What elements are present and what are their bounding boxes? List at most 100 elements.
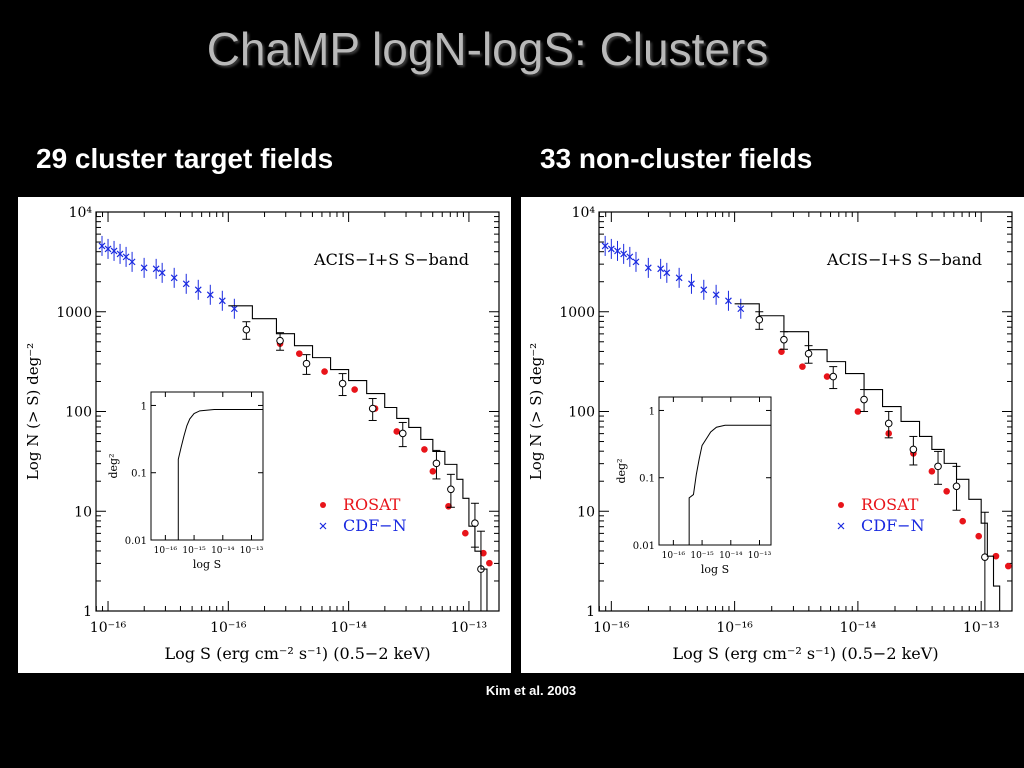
champ-point [447,485,455,494]
champ-point [780,335,788,344]
rosat-point [992,552,1000,560]
champ-point [302,359,311,368]
inset-y-tick-label: 0.1 [639,474,655,485]
x-tick-label: 10⁻¹³ [451,620,487,636]
inset-x-tick-label: 10⁻¹⁵ [182,546,206,556]
cdfn-point [644,264,652,272]
cdfn-point [140,264,148,272]
rosat-point [778,348,785,355]
cdfn-point [626,253,634,261]
x-tick-label: 10⁻¹⁶ [210,620,247,636]
champ-point [860,395,868,404]
cdfn-point [620,250,628,258]
cdfn-point [218,297,226,305]
inset-area-curve [177,408,263,540]
legend-rosat-swatch [320,502,326,508]
y-tick-label: 1 [83,604,92,620]
inset-y-axis-label: deg² [615,458,628,483]
rosat-point [975,532,983,540]
champ-point [981,553,989,561]
inset-x-tick-label: 10⁻¹⁵ [690,551,714,561]
cdfn-point [614,247,621,255]
left-panel-heading: 29 cluster target fields [36,143,334,174]
cdfn-point [170,274,178,282]
champ-point [829,372,838,381]
rosat-point [421,446,428,453]
y-tick-label: 100 [65,405,92,421]
cdfn-point [632,258,640,266]
cumulative-step-curve [228,305,488,611]
legend-cdfn-swatch [837,522,845,530]
champ-point [884,419,893,428]
x-tick-label: 10⁻¹⁶ [593,620,630,636]
cdfn-point [725,297,732,305]
champ-point [471,519,479,528]
y-tick-label: 10 [74,504,92,520]
champ-point [432,459,441,468]
rosat-point [928,468,936,475]
left-chart-panel: 10⁻¹⁶ 10⁻¹⁶ 10⁻¹⁴ 10⁻¹³ 1 10 100 1000 10⁴ Log S (… [18,197,511,673]
champ-point [398,429,407,438]
cdfn-point [104,245,112,253]
x-tick-label: 10⁻¹⁴ [330,620,367,636]
x-tick-label: 10⁻¹⁴ [840,620,877,636]
rosat-point [799,363,806,370]
cdfn-point [675,274,683,282]
legend-rosat-label: ROSAT [343,495,401,514]
cumulative-step-curve [734,303,1001,611]
left-logn-logs-chart: 10⁻¹⁶ 10⁻¹⁶ 10⁻¹⁴ 10⁻¹³ 1 10 100 1000 10⁴ Log S (… [24,205,500,663]
rosat-point [854,408,862,415]
x-axis-label: Log S (erg cm⁻² s⁻¹) (0.5−2 keV) [672,644,938,663]
cdfn-point [663,269,671,277]
cdfn-point [110,247,118,255]
inset-x-tick-label: 10⁻¹⁶ [154,546,178,556]
inset-y-axis-label: deg² [107,453,120,478]
cdfn-point [152,265,160,273]
right-panel-heading: 33 non-cluster fields [540,143,813,174]
band-annotation: ACIS−I+S S−band [826,250,982,269]
y-tick-label: 1 [586,604,595,620]
rosat-point [1005,562,1012,570]
y-axis-label: Log N (> S) deg⁻² [24,343,42,480]
cdfn-point [230,305,238,313]
slide-title: ChaMP logN-logS: Clusters [206,23,769,75]
cdfn-point [116,250,124,258]
cdfn-point [206,291,214,299]
y-axis-label: Log N (> S) deg⁻² [527,343,545,480]
inset-y-tick-label: 0.01 [633,541,655,552]
rosat-point [823,373,831,380]
champ-point [952,482,961,491]
legend-cdfn-label: CDF−N [861,516,925,535]
rosat-point [296,350,303,357]
legend-rosat-swatch [838,502,844,508]
rosat-point [943,488,950,495]
cdfn-point [712,291,720,299]
y-tick-label: 100 [568,405,595,421]
cdfn-point [601,242,609,250]
cdfn-point [128,258,136,266]
x-tick-label: 10⁻¹³ [963,620,999,636]
inset-frame [658,396,772,546]
rosat-point [480,549,487,557]
champ-point [276,336,284,345]
inset-frame [150,391,264,541]
citation: Kim et al. 2003 [485,683,577,698]
legend-cdfn-swatch [319,522,327,530]
cdfn-point [194,286,202,294]
cdfn-point [657,265,665,273]
inset-x-tick-label: 10⁻¹³ [748,551,772,561]
champ-point [368,404,377,413]
rosat-point [445,502,452,510]
champ-point [338,379,347,388]
inset-y-tick-label: 1 [649,406,655,417]
inset-area-curve [688,424,771,545]
inset-x-tick-label: 10⁻¹⁶ [662,551,686,561]
inset-y-tick-label: 0.1 [131,469,147,480]
inset-x-axis-label: log S [193,558,221,571]
x-tick-label: 10⁻¹⁶ [716,620,753,636]
x-axis-label: Log S (erg cm⁻² s⁻¹) (0.5−2 keV) [164,644,430,663]
champ-point [755,315,764,324]
y-tick-label: 10⁴ [69,205,93,221]
cdfn-point [688,280,695,288]
rosat-point [486,559,493,567]
